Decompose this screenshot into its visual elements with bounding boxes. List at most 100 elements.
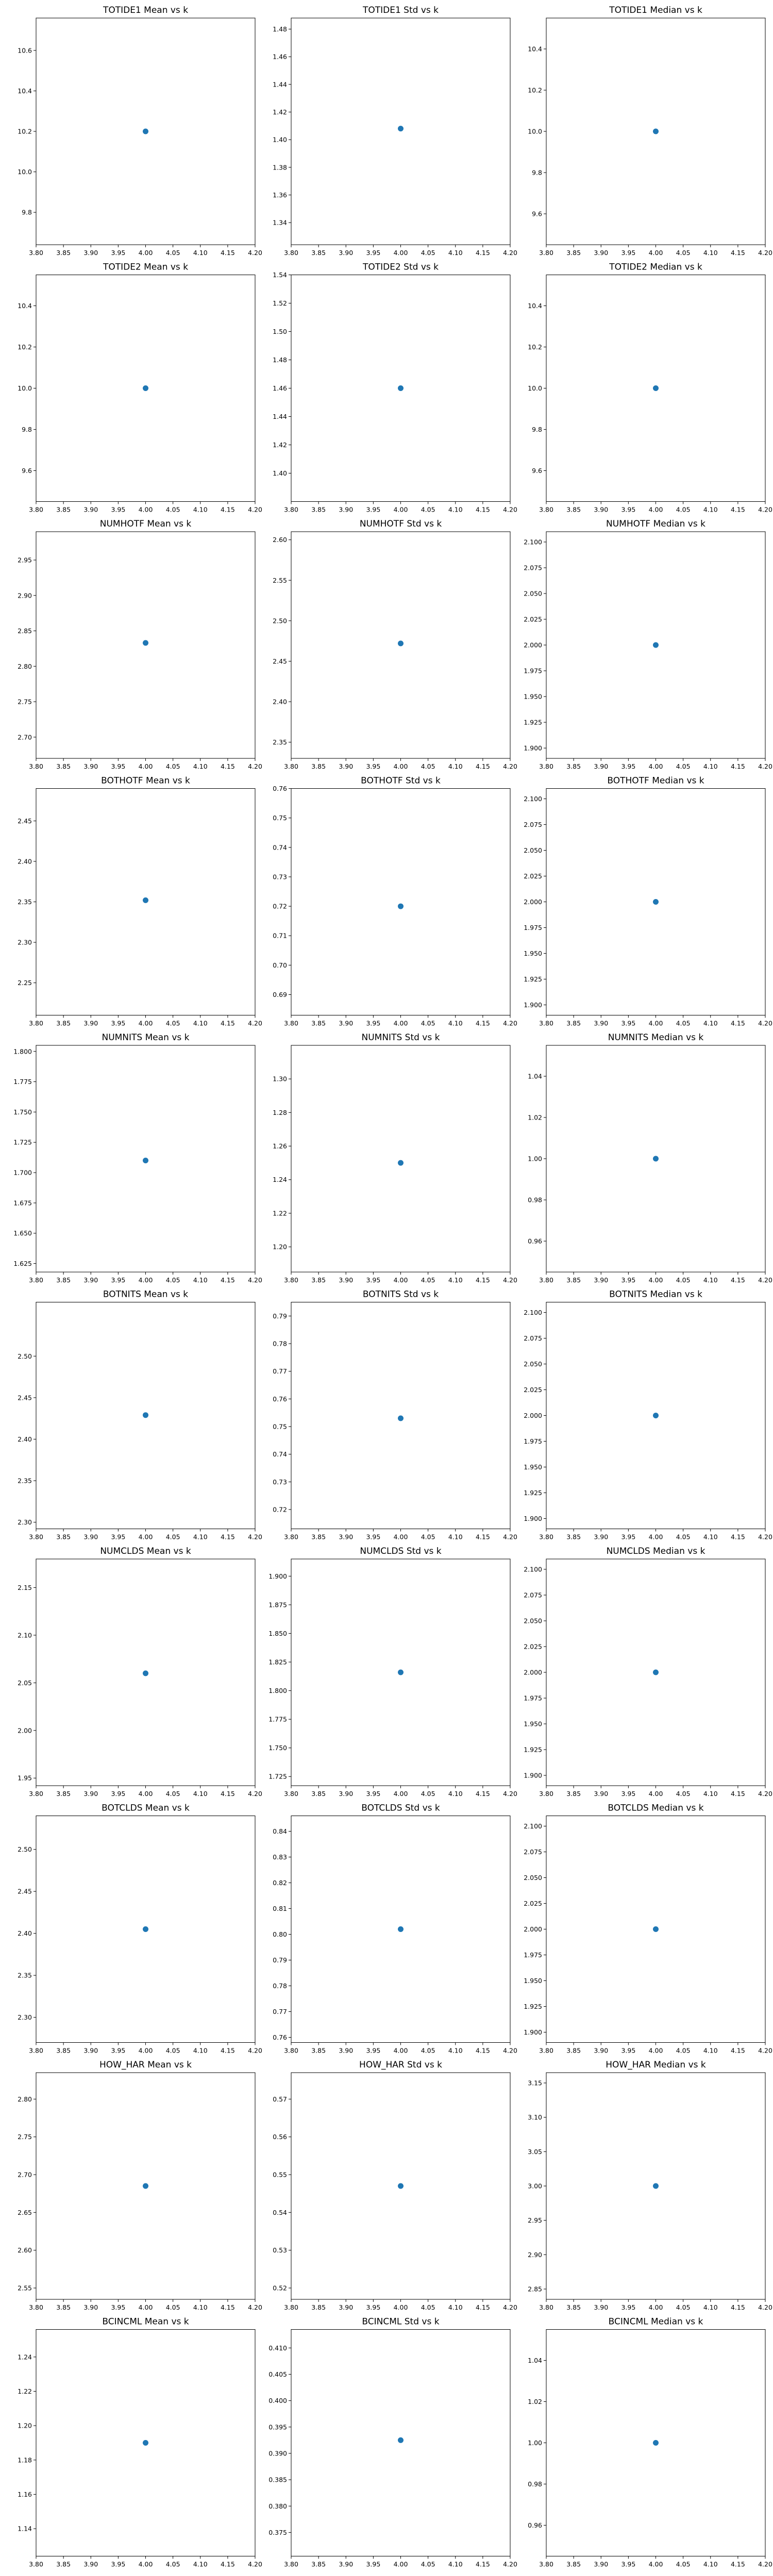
x-tick-label: 3.90	[594, 1790, 608, 1798]
y-tick-label: 2.75	[18, 2133, 32, 2141]
subplot-title: BCINCML Median vs k	[609, 2317, 703, 2327]
y-tick-label: 1.675	[13, 1199, 32, 1207]
x-tick-label: 3.80	[29, 1276, 43, 1284]
y-tick-label: 2.35	[273, 738, 287, 746]
x-tick-label: 4.00	[139, 506, 153, 514]
subplot: BOTNITS Std vs k 3.80 3.85 3.90 3.95 4.00 4.05…	[273, 1290, 517, 1541]
subplot: BOTHOTF Mean vs k 3.80 3.85 3.90 3.95 4.00 4.0…	[18, 776, 262, 1027]
y-tick-label: 1.42	[273, 441, 287, 449]
y-tick-label: 1.46	[273, 53, 287, 61]
x-tick-label: 3.90	[594, 2303, 608, 2311]
y-tick-label: 0.53	[273, 2246, 287, 2254]
y-tick-label: 2.80	[18, 663, 32, 670]
x-tick-label: 4.15	[731, 762, 745, 770]
y-tick-label: 0.72	[273, 1505, 287, 1513]
y-tick-label: 1.825	[268, 1658, 287, 1666]
x-tick-label: 3.80	[539, 1276, 553, 1284]
y-tick-label: 1.950	[524, 1720, 542, 1728]
y-tick-label: 0.77	[273, 1367, 287, 1375]
x-tick-label: 4.10	[448, 2561, 463, 2568]
y-tick-label: 1.725	[268, 1773, 287, 1781]
y-tick-label: 9.8	[22, 426, 32, 433]
data-point	[653, 1926, 659, 1932]
x-tick-label: 3.80	[29, 1020, 43, 1027]
x-tick-label: 3.95	[111, 1533, 125, 1541]
y-tick-label: 1.54	[273, 271, 287, 279]
x-tick-label: 4.20	[758, 1790, 772, 1798]
x-tick-label: 3.95	[111, 2047, 125, 2055]
x-tick-label: 3.90	[339, 506, 353, 514]
y-tick-label: 0.78	[273, 1982, 287, 1990]
x-tick-label: 3.80	[539, 1020, 553, 1027]
x-tick-label: 4.15	[731, 1790, 745, 1798]
y-tick-label: 1.04	[528, 1073, 542, 1080]
y-tick-label: 10.2	[528, 343, 542, 351]
y-tick-label: 1.950	[524, 950, 542, 957]
x-tick-label: 3.90	[83, 1790, 98, 1798]
x-tick-label: 3.80	[284, 1533, 298, 1541]
y-tick-label: 0.98	[528, 1196, 542, 1204]
x-tick-label: 3.95	[111, 1020, 125, 1027]
y-tick-label: 1.36	[273, 191, 287, 199]
subplot: BOTHOTF Median vs k 3.80 3.85 3.90 3.95 4.00 4…	[524, 776, 772, 1027]
y-tick-label: 1.650	[13, 1229, 32, 1237]
x-tick-label: 4.05	[676, 2303, 691, 2311]
x-tick-label: 4.05	[421, 1533, 435, 1541]
y-tick-label: 0.380	[268, 2502, 287, 2510]
x-tick-label: 4.20	[503, 2047, 517, 2055]
x-tick-label: 3.85	[566, 249, 581, 257]
x-tick-label: 4.15	[221, 249, 235, 257]
data-point	[143, 1670, 148, 1676]
x-tick-label: 3.95	[366, 1276, 380, 1284]
y-tick-label: 0.390	[268, 2449, 287, 2457]
y-tick-label: 0.74	[273, 1450, 287, 1458]
y-tick-label: 0.55	[273, 2171, 287, 2179]
subplot: NUMCLDS Std vs k 3.80 3.85 3.90 3.95 4.00 4.05…	[268, 1546, 517, 1798]
subplot-title: TOTIDE1 Median vs k	[609, 5, 702, 15]
x-tick-label: 4.00	[394, 762, 408, 770]
data-point	[653, 2440, 659, 2446]
x-tick-label: 4.15	[731, 2047, 745, 2055]
y-tick-label: 2.70	[18, 733, 32, 741]
y-tick-label: 0.83	[273, 1853, 287, 1861]
x-tick-label: 4.05	[421, 1790, 435, 1798]
y-tick-label: 9.8	[532, 426, 542, 433]
x-tick-label: 4.20	[248, 1533, 262, 1541]
x-tick-label: 3.90	[594, 1276, 608, 1284]
y-tick-label: 3.00	[528, 2182, 542, 2190]
y-tick-label: 2.025	[524, 872, 542, 880]
y-tick-label: 2.000	[524, 898, 542, 906]
x-tick-label: 4.20	[503, 2561, 517, 2568]
y-tick-label: 0.76	[273, 2033, 287, 2041]
y-tick-label: 9.6	[532, 210, 542, 218]
data-point	[398, 1160, 404, 1166]
y-tick-label: 2.100	[524, 1822, 542, 1830]
x-tick-label: 4.20	[758, 1533, 772, 1541]
data-point	[143, 1158, 148, 1164]
x-tick-label: 4.10	[703, 2561, 718, 2568]
subplot-title: NUMNITS Std vs k	[362, 1032, 440, 1043]
y-tick-label: 0.73	[273, 1478, 287, 1486]
x-tick-label: 3.85	[56, 2303, 71, 2311]
x-tick-label: 3.90	[83, 1276, 98, 1284]
y-tick-label: 2.35	[18, 1477, 32, 1485]
data-point	[143, 385, 148, 391]
x-tick-label: 3.90	[339, 762, 353, 770]
x-tick-label: 4.20	[248, 506, 262, 514]
x-tick-label: 4.15	[476, 1790, 490, 1798]
x-tick-label: 3.90	[83, 506, 98, 514]
y-tick-label: 0.54	[273, 2209, 287, 2216]
x-tick-label: 3.85	[566, 2047, 581, 2055]
y-tick-label: 0.79	[273, 1956, 287, 1964]
subplot: NUMNITS Mean vs k 3.80 3.85 3.90 3.95 4.00 4.0…	[13, 1032, 262, 1284]
y-tick-label: 10.6	[18, 46, 32, 54]
y-tick-label: 2.075	[524, 1591, 542, 1599]
data-point	[398, 1669, 404, 1675]
x-tick-label: 4.10	[703, 506, 718, 514]
x-tick-label: 3.90	[594, 762, 608, 770]
x-tick-label: 3.80	[29, 2561, 43, 2568]
y-tick-label: 1.975	[524, 667, 542, 675]
y-tick-label: 2.85	[18, 627, 32, 635]
x-tick-label: 3.95	[111, 2561, 125, 2568]
x-tick-label: 4.05	[421, 762, 435, 770]
